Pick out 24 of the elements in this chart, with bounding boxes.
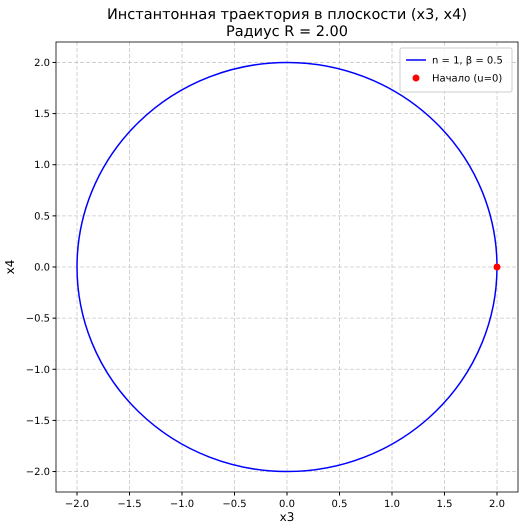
- x-tick-label: 0.0: [279, 499, 295, 510]
- y-tick-label: 1.5: [34, 109, 50, 120]
- y-tick-label: −2.0: [26, 467, 50, 478]
- y-tick-label: 0.0: [34, 262, 50, 274]
- y-tick-label: 1.0: [34, 160, 50, 172]
- x-tick-label: 2.0: [489, 499, 505, 510]
- y-tick-label: 2.0: [34, 58, 50, 69]
- legend-label: n = 1, β = 0.5: [432, 56, 503, 66]
- legend-label: Начало (u=0): [432, 74, 502, 84]
- x-axis-title: x3: [280, 510, 294, 524]
- x-tick-label: 1.5: [436, 499, 452, 510]
- y-tick-label: −1.0: [26, 364, 50, 376]
- y-tick-label: 0.5: [34, 211, 50, 222]
- x-tick-label: −2.0: [64, 499, 90, 510]
- x-tick-label: 0.5: [332, 499, 348, 510]
- x-tick-label: 1.0: [384, 499, 400, 510]
- chart-subtitle: Радиус R = 2.00: [226, 24, 348, 40]
- y-tick-label: −0.5: [26, 314, 50, 325]
- chart-title: Инстантонная траектория в плоскости (x3, x4): [106, 7, 468, 23]
- x-tick-label: −0.5: [222, 499, 247, 510]
- x-tick-label: −1.0: [170, 499, 194, 510]
- y-tick-label: −1.5: [26, 416, 50, 427]
- y-axis-title: x4: [3, 260, 17, 274]
- x-tick-label: −1.5: [117, 499, 142, 510]
